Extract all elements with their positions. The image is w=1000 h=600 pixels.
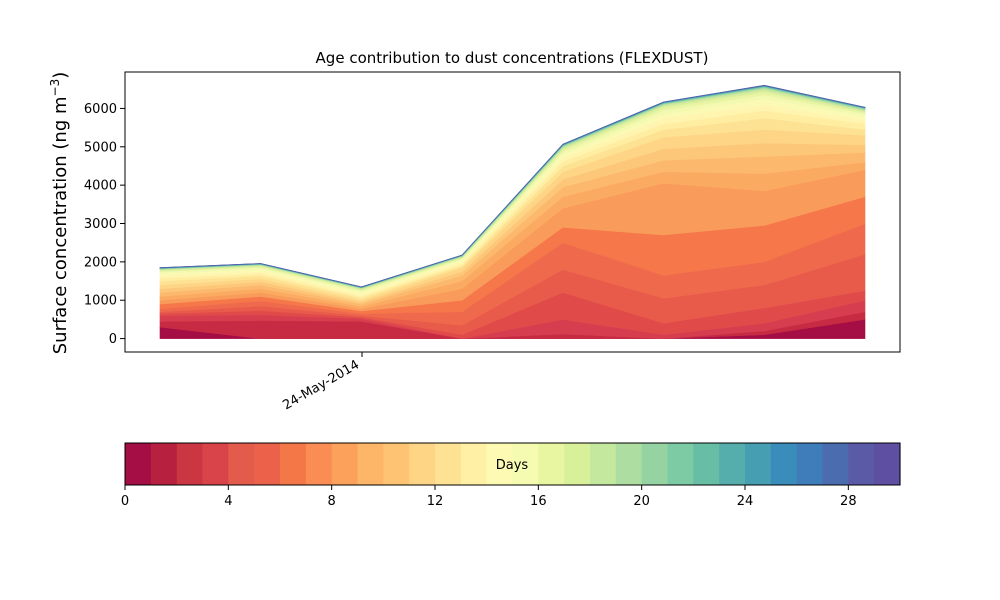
colorbar-tick-label: 4	[224, 494, 232, 509]
colorbar-cell-6	[280, 443, 307, 485]
colorbar-cell-18	[590, 443, 617, 485]
colorbar-cell-21	[667, 443, 694, 485]
colorbar-tick-label: 16	[530, 494, 547, 509]
colorbar-cell-27	[822, 443, 849, 485]
colorbar-cell-4	[228, 443, 255, 485]
colorbar-cell-22	[693, 443, 720, 485]
y-tick-label: 2000	[84, 255, 117, 270]
y-axis-label-text: Surface concentration (ng m	[50, 96, 71, 354]
colorbar-cell-19	[615, 443, 643, 485]
y-tick-label: 3000	[84, 217, 117, 232]
colorbar-tick-label: 24	[737, 494, 754, 509]
colorbar-cell-26	[796, 443, 824, 485]
colorbar-tick-label: 8	[328, 494, 336, 509]
colorbar-cell-7	[305, 443, 333, 485]
colorbar-tick-label: 28	[840, 494, 857, 509]
colorbar-cell-15	[512, 443, 539, 485]
colorbar-tick-label: 0	[121, 494, 129, 509]
colorbar-cell-13	[460, 443, 488, 485]
y-axis: 0 1000 2000 3000 4000 5000 6000	[84, 102, 125, 347]
colorbar-label: Days	[496, 458, 529, 473]
colorbar-tick-label: 12	[427, 494, 444, 509]
colorbar-frame	[124, 442, 901, 486]
y-tick-label: 1000	[84, 294, 117, 309]
colorbar-cell-28	[848, 443, 875, 485]
colorbar-cell-0	[125, 443, 152, 485]
colorbar-cell-1	[150, 443, 178, 485]
y-tick-label: 0	[109, 332, 117, 347]
colorbar-tick-label: 20	[633, 494, 650, 509]
y-tick-label: 4000	[84, 179, 117, 194]
colorbar-cell-8	[331, 443, 359, 485]
plot-frame	[124, 71, 901, 353]
colorbar-cell-9	[357, 443, 384, 485]
colorbar-cell-3	[202, 443, 229, 485]
y-axis-label-sup: −3	[48, 79, 62, 97]
y-axis-label-close: )	[50, 72, 71, 79]
colorbar-cell-10	[383, 443, 410, 485]
colorbar-cell-24	[745, 443, 772, 485]
plot-area	[159, 84, 866, 339]
colorbar-cell-17	[564, 443, 591, 485]
chart-title: Age contribution to dust concentrations …	[316, 49, 709, 67]
x-tick-label: 24-May-2014	[280, 357, 362, 413]
age-band-area-29	[159, 84, 866, 288]
colorbar	[125, 443, 901, 485]
colorbar-cell-12	[435, 443, 462, 485]
colorbar-cell-20	[641, 443, 669, 485]
x-axis: 24-May-2014	[280, 352, 363, 413]
y-axis-label: Surface concentration (ng m−3)	[48, 72, 71, 355]
colorbar-axis: 0 4 8 12 16 20 24 28	[121, 485, 857, 509]
colorbar-cell-14	[486, 443, 514, 485]
colorbar-cell-29	[874, 443, 901, 485]
colorbar-cell-2	[176, 443, 204, 485]
colorbar-cell-23	[719, 443, 746, 485]
y-tick-label: 6000	[84, 102, 117, 117]
y-tick-label: 5000	[84, 140, 117, 155]
colorbar-cell-5	[254, 443, 281, 485]
colorbar-cell-11	[409, 443, 436, 485]
colorbar-cell-16	[538, 443, 565, 485]
colorbar-cell-25	[770, 443, 798, 485]
